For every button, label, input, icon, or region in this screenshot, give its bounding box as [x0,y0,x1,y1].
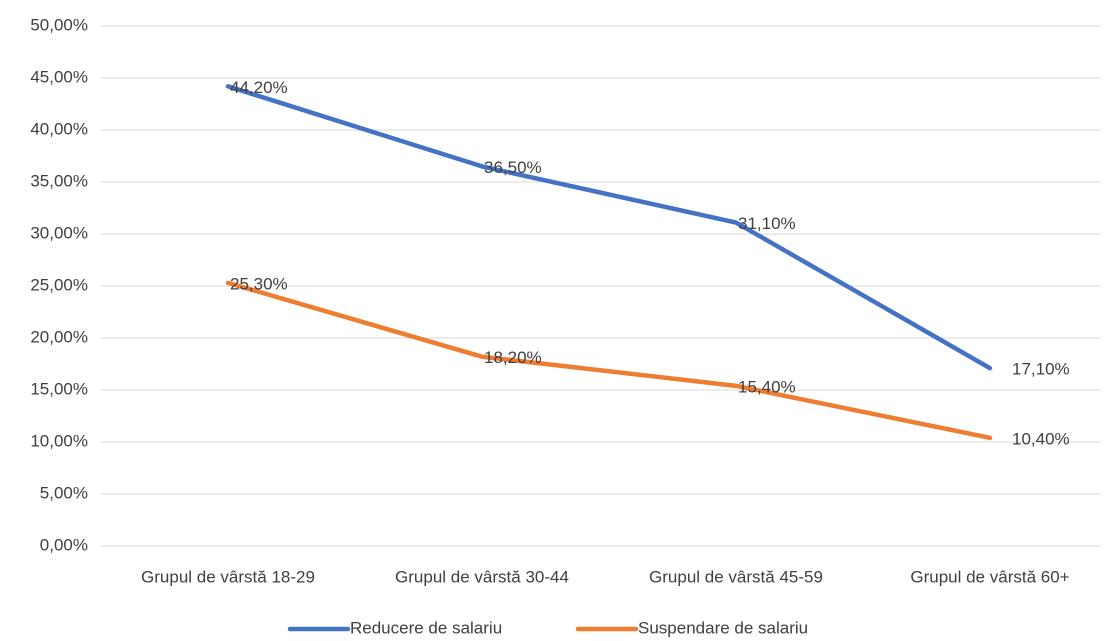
series-line [225,280,993,441]
data-label: 36,50% [484,158,542,177]
y-tick-label: 20,00% [30,327,88,346]
legend-label: Reducere de salariu [350,618,502,637]
y-tick-label: 5,00% [40,483,88,502]
y-tick-label: 30,00% [30,223,88,242]
y-tick-label: 10,00% [30,431,88,450]
y-tick-label: 50,00% [30,15,88,34]
data-label: 25,30% [230,274,288,293]
data-label: 17,10% [1012,360,1070,379]
data-label: 18,20% [484,348,542,367]
legend-label: Suspendare de salariu [638,618,808,637]
series-line [225,84,993,371]
y-tick-label: 35,00% [30,171,88,190]
y-tick-label: 15,00% [30,379,88,398]
data-label: 15,40% [738,377,796,396]
data-label: 44,20% [230,78,288,97]
y-tick-label: 45,00% [30,67,88,86]
x-tick-label: Grupul de vârstă 45-59 [649,567,823,586]
x-tick-label: Grupul de vârstă 30-44 [395,567,569,586]
data-label: 31,10% [738,214,796,233]
y-tick-label: 25,00% [30,275,88,294]
data-label: 10,40% [1012,429,1070,448]
y-tick-label: 40,00% [30,119,88,138]
x-tick-label: Grupul de vârstă 18-29 [141,567,315,586]
y-tick-label: 0,00% [40,535,88,554]
x-tick-label: Grupul de vârstă 60+ [910,567,1069,586]
